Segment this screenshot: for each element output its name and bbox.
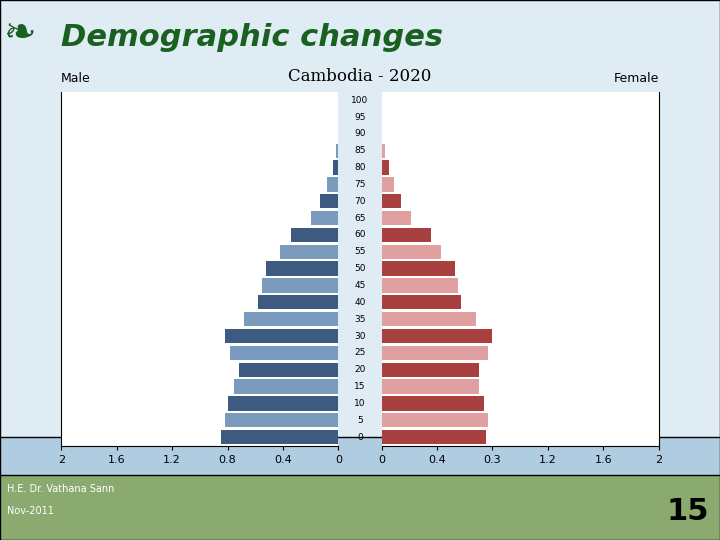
Bar (320, 194, 338, 208)
Text: 45: 45 (354, 281, 366, 290)
Bar (235, 380, 338, 394)
Text: 65: 65 (354, 214, 366, 222)
Text: Demographic changes: Demographic changes (61, 23, 444, 52)
Text: 15: 15 (354, 382, 366, 391)
Text: ❧: ❧ (4, 15, 36, 53)
Text: 20: 20 (354, 365, 366, 374)
Bar (382, 430, 485, 444)
Bar (220, 430, 338, 444)
Bar (382, 211, 410, 225)
Text: Female: Female (613, 72, 659, 85)
Bar (336, 144, 338, 158)
Bar (382, 261, 455, 276)
Text: 100: 100 (351, 96, 369, 105)
Text: 15: 15 (667, 497, 709, 526)
Text: Male: Male (61, 72, 91, 85)
Bar (228, 396, 338, 410)
Text: 80: 80 (354, 163, 366, 172)
Bar (230, 346, 338, 360)
Bar (244, 312, 338, 326)
Bar (382, 144, 385, 158)
Text: 95: 95 (354, 112, 366, 122)
Bar (382, 278, 458, 293)
Text: H.E. Dr. Vathana Sann: H.E. Dr. Vathana Sann (7, 484, 114, 494)
Text: 70: 70 (354, 197, 366, 206)
Bar (382, 228, 431, 242)
Text: 60: 60 (354, 231, 366, 239)
Bar (266, 261, 338, 276)
Bar (292, 228, 338, 242)
Text: Cambodia - 2020: Cambodia - 2020 (288, 69, 432, 85)
Text: 0: 0 (357, 433, 363, 442)
FancyBboxPatch shape (0, 448, 720, 540)
Bar (382, 362, 479, 377)
Bar (311, 211, 338, 225)
Bar (382, 245, 441, 259)
Bar (382, 346, 488, 360)
Text: 25: 25 (354, 348, 366, 357)
Text: 75: 75 (354, 180, 366, 189)
Bar (382, 413, 488, 427)
Bar (382, 396, 484, 410)
Text: 10: 10 (354, 399, 366, 408)
Bar (258, 295, 338, 309)
Text: 50: 50 (354, 264, 366, 273)
Text: 55: 55 (354, 247, 366, 256)
Bar (280, 245, 338, 259)
FancyBboxPatch shape (0, 0, 720, 470)
Bar (382, 312, 476, 326)
Bar (262, 278, 338, 293)
Bar (382, 177, 394, 192)
Bar (328, 177, 338, 192)
Bar (238, 362, 338, 377)
Text: 90: 90 (354, 130, 366, 138)
Bar (382, 160, 389, 175)
Text: Nov-2011: Nov-2011 (7, 505, 54, 516)
Bar (382, 194, 401, 208)
Bar (382, 329, 492, 343)
Bar (382, 295, 461, 309)
Text: 5: 5 (357, 416, 363, 425)
FancyBboxPatch shape (0, 437, 720, 475)
Bar (225, 413, 338, 427)
Text: 30: 30 (354, 332, 366, 341)
Text: 85: 85 (354, 146, 366, 155)
Bar (333, 160, 338, 175)
Bar (382, 380, 479, 394)
Bar (225, 329, 338, 343)
Text: 35: 35 (354, 315, 366, 323)
Text: 40: 40 (354, 298, 366, 307)
